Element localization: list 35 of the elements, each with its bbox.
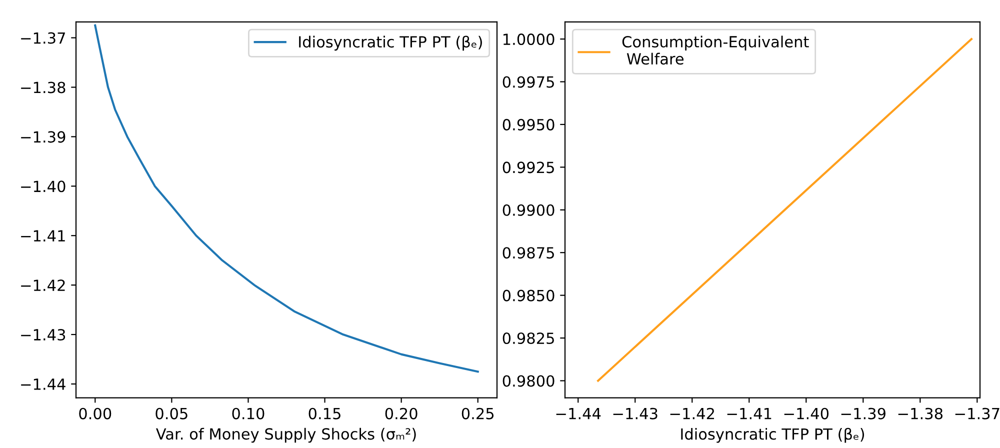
y-tick-label: 1.0000 — [504, 34, 554, 46]
y-tick-label: 0.9875 — [502, 247, 554, 259]
legend-label: Idiosyncratic TFP PT (βₑ) — [299, 36, 482, 51]
y-tick-label: −1.38 — [21, 82, 66, 94]
y-tick-label: 0.9950 — [502, 118, 554, 130]
y-tick-label: 0.9825 — [502, 332, 554, 344]
x-tick-label: 0.10 — [232, 408, 264, 420]
x-tick-label: −1.37 — [955, 408, 1000, 420]
x-tick-label: −1.41 — [727, 408, 772, 420]
y-tick-label: −1.39 — [21, 131, 66, 143]
x-tick-label: 0.05 — [156, 408, 188, 420]
y-tick-label: 0.9925 — [502, 162, 554, 174]
x-tick-label: −1.39 — [841, 408, 886, 420]
y-tick-label: 0.9850 — [502, 290, 554, 302]
y-tick-label: −1.40 — [21, 180, 66, 192]
x-tick-label: −1.44 — [556, 408, 601, 420]
y-tick-label: −1.42 — [21, 280, 65, 291]
legend-label: Consumption-Equivalent Welfare — [622, 36, 809, 65]
y-tick-label: −1.41 — [21, 230, 65, 242]
y-tick-label: 0.9900 — [502, 204, 554, 216]
x-tick-label: 0.00 — [79, 408, 112, 420]
y-tick-label: −1.44 — [21, 378, 66, 390]
x-tick-label: 0.25 — [462, 408, 494, 420]
y-tick-label: 0.9975 — [502, 76, 554, 88]
x-axis-title: Idiosyncratic TFP PT (βₑ) — [681, 428, 864, 443]
x-tick-label: 0.15 — [308, 408, 340, 420]
x-tick-label: −1.43 — [613, 408, 658, 420]
x-tick-label: −1.40 — [784, 408, 829, 420]
y-tick-label: −1.37 — [21, 32, 65, 44]
x-tick-label: −1.42 — [670, 408, 714, 420]
y-tick-label: −1.43 — [21, 328, 66, 341]
x-tick-label: −1.38 — [898, 408, 943, 420]
x-axis-title: Var. of Money Supply Shocks (σₘ²) — [156, 428, 416, 443]
x-tick-label: 0.20 — [385, 408, 418, 420]
y-tick-label: 0.9800 — [502, 375, 554, 387]
